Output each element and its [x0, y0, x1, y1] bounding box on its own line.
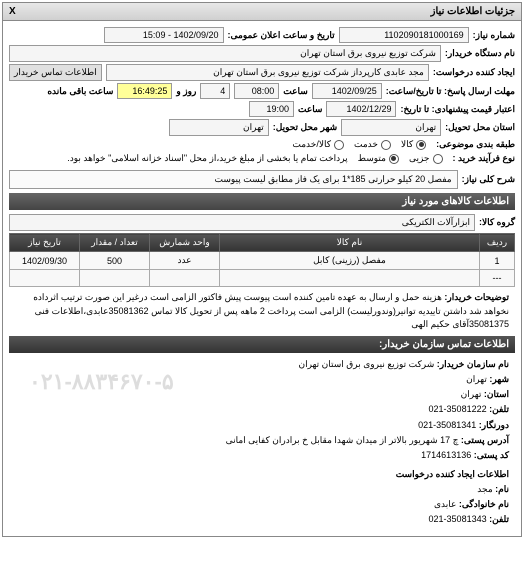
close-icon[interactable]: X [9, 6, 16, 17]
validity-time-label: ساعت [298, 104, 323, 115]
purchase-label: نوع فرآیند خرید : [453, 153, 516, 164]
deliver-state-field: تهران [341, 119, 441, 136]
contact-city: تهران [466, 374, 487, 384]
col-unit: واحد شمارش [150, 234, 220, 252]
col-name: نام کالا [220, 234, 480, 252]
days-field: 4 [200, 83, 230, 99]
purchase-note: پرداخت تمام یا بخشی از مبلغ خرید،از محل … [67, 153, 347, 164]
days-label: روز و [176, 86, 196, 97]
budget-opt-0[interactable]: کالا [401, 139, 426, 150]
pub-date-label: تاریخ و ساعت اعلان عمومی: [228, 30, 335, 41]
table-row: --- [10, 270, 515, 287]
contact-tel: 35081222-021 [429, 404, 487, 414]
deadline-date-field: 1402/09/25 [312, 83, 382, 99]
budget-label: طبقه بندی موضوعی: [436, 139, 515, 150]
validity-time-field: 19:00 [249, 101, 294, 117]
goods-table: ردیف نام کالا واحد شمارش تعداد / مقدار ت… [9, 233, 515, 287]
requester-label: ایجاد کننده درخواست: [433, 67, 515, 78]
panel-header: جزئیات اطلاعات نیاز X [3, 3, 521, 21]
purchase-opt-1[interactable]: متوسط [358, 153, 399, 164]
deliver-city-label: شهر محل تحویل: [273, 122, 337, 133]
contact-fax-label: دورنگار: [479, 420, 509, 430]
remain-field: 16:49:25 [117, 83, 172, 99]
contact-post: 1714613136 [421, 450, 471, 460]
deliver-state-label: استان محل تحویل: [445, 122, 515, 133]
radio-icon [433, 154, 443, 164]
contact-state-label: استان: [484, 389, 509, 399]
table-header-row: ردیف نام کالا واحد شمارش تعداد / مقدار ت… [10, 234, 515, 252]
creator-name-label: نام: [495, 484, 509, 494]
cell-unit: عدد [150, 252, 220, 270]
panel-title: جزئیات اطلاعات نیاز [431, 6, 515, 17]
group-field: ابزارآلات الکتریکی [9, 214, 475, 231]
validity-label: اعتبار قیمت پیشنهادی: تا تاریخ: [400, 104, 515, 115]
creator-name: مجد [477, 484, 492, 494]
cell-rownum: 1 [480, 252, 515, 270]
creator-family: عابدی [434, 499, 456, 509]
purchase-opt-0[interactable]: جزیی [409, 153, 443, 164]
creator-tel: 35081343-021 [429, 514, 487, 524]
details-panel: جزئیات اطلاعات نیاز X شماره نیاز: 110209… [2, 2, 522, 537]
deadline-time-field: 08:00 [234, 83, 279, 99]
radio-icon [334, 140, 344, 150]
buyer-note-label: توضیحات خریدار: [444, 292, 509, 302]
radio-icon [389, 154, 399, 164]
contact-city-label: شهر: [489, 374, 509, 384]
creator-family-label: نام خانوادگی: [459, 499, 509, 509]
radio-icon [381, 140, 391, 150]
budget-opt-2[interactable]: کالا/خدمت [292, 139, 344, 150]
radio-icon [416, 140, 426, 150]
validity-date-field: 1402/12/29 [326, 101, 396, 117]
creator-tel-label: تلفن: [489, 514, 509, 524]
contact-addr-label: آدرس پستی: [461, 435, 509, 445]
subject-box: مفصل 20 کیلو حرارتی 185*1 برای یک فاز مط… [9, 170, 458, 189]
cell-name: مفصل (رزینی) کابل [220, 252, 480, 270]
req-no-label: شماره نیاز: [473, 30, 515, 41]
contact-post-label: کد پستی: [474, 450, 509, 460]
org-label: نام دستگاه خریدار: [445, 48, 515, 59]
col-rownum: ردیف [480, 234, 515, 252]
deadline-label: مهلت ارسال پاسخ: تا تاریخ/ساعت: [386, 86, 515, 97]
contact-body: ۰۲۱-۸۸۳۴۶۷۰-۵ نام سازمان خریدار: شرکت تو… [9, 353, 515, 532]
table-row[interactable]: 1 مفصل (رزینی) کابل عدد 500 1402/09/30 [10, 252, 515, 270]
req-no-field: 1102090181000169 [339, 27, 469, 43]
contact-tel-label: تلفن: [489, 404, 509, 414]
creator-title: اطلاعات ایجاد کننده درخواست [15, 467, 509, 482]
buyer-note-text: هزینه حمل و ارسال به عهده تامین کننده اس… [33, 292, 509, 329]
buyer-contact-button[interactable]: اطلاعات تماس خریدار [9, 64, 102, 81]
contact-org: شرکت توزیع نیروی برق استان تهران [298, 359, 434, 369]
subject-label: شرح کلی نیاز: [462, 174, 515, 185]
col-qty: تعداد / مقدار [80, 234, 150, 252]
panel-body: شماره نیاز: 1102090181000169 تاریخ و ساع… [3, 21, 521, 536]
contact-fax: 35081341-021 [418, 420, 476, 430]
goods-section-header: اطلاعات کالاهای مورد نیاز [9, 193, 515, 210]
deliver-city-field: تهران [169, 119, 269, 136]
col-date: تاریخ نیاز [10, 234, 80, 252]
buyer-note-block: توضیحات خریدار: هزینه حمل و ارسال به عهد… [9, 287, 515, 336]
budget-opt-1[interactable]: خدمت [354, 139, 391, 150]
cell-qty: 500 [80, 252, 150, 270]
contact-header: اطلاعات تماس سازمان خریدار: [9, 336, 515, 353]
cell-dash: --- [480, 270, 515, 287]
cell-date: 1402/09/30 [10, 252, 80, 270]
requester-field: مجد عابدی کارپرداز شرکت توزیع نیروی برق … [106, 64, 429, 81]
org-field: شرکت توزیع نیروی برق استان تهران [9, 45, 441, 62]
pub-date-field: 1402/09/20 - 15:09 [104, 27, 224, 43]
group-label: گروه کالا: [479, 217, 515, 228]
remain-label: ساعت باقی مانده [47, 86, 113, 97]
contact-state: تهران [461, 389, 482, 399]
contact-addr: چ 17 شهریور بالاتر از میدان شهدا مقابل خ… [226, 435, 459, 445]
contact-org-label: نام سازمان خریدار: [437, 359, 509, 369]
deadline-time-label: ساعت [283, 86, 308, 97]
